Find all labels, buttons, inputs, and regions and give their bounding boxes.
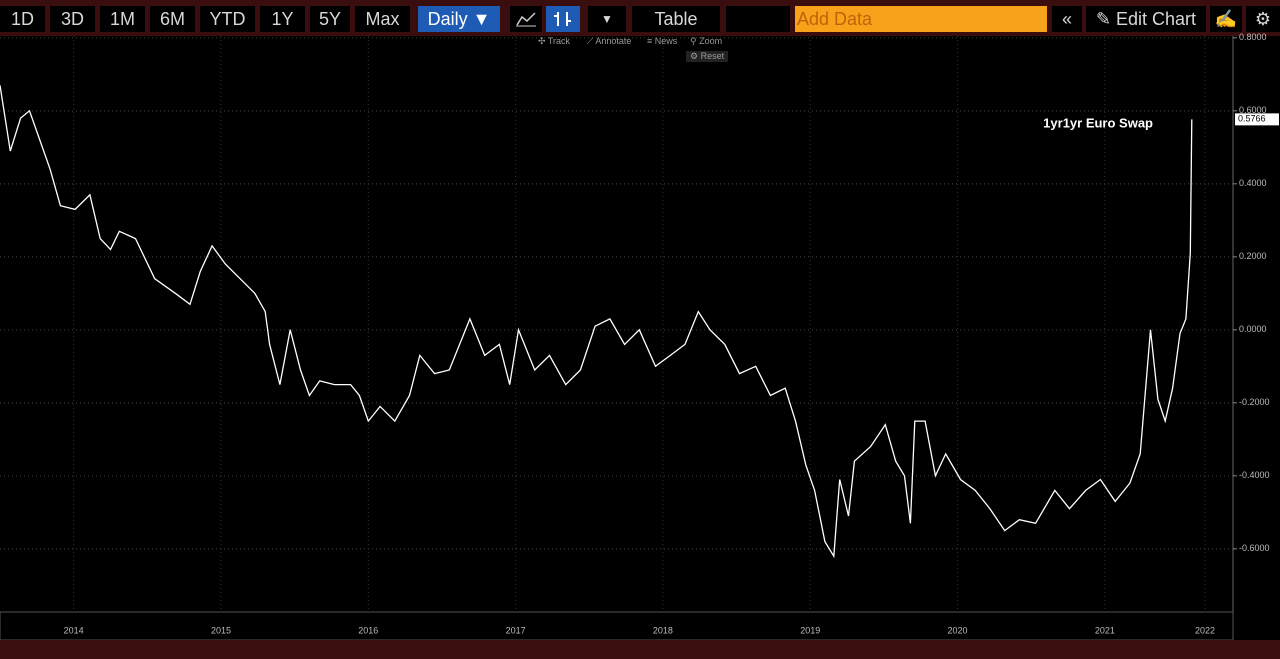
tool-label: Track: [547, 36, 571, 46]
range-button[interactable]: Max: [355, 6, 410, 32]
frequency-dropdown[interactable]: Daily ▼: [418, 6, 500, 32]
tool-label: Zoom: [699, 36, 723, 46]
x-tick-label: 2020: [948, 625, 968, 635]
y-tick-label: 0.6000: [1239, 105, 1267, 115]
toolbar: 1D 3D 1M 6M YTD 1Y 5Y Max Daily ▼ ▼ Tabl…: [0, 0, 1280, 36]
x-tick-label: 2017: [506, 625, 526, 635]
line-chart-icon[interactable]: [510, 6, 542, 32]
range-button[interactable]: 1D: [0, 6, 45, 32]
x-tick-label: 2014: [64, 625, 84, 635]
add-data-input[interactable]: Add Data: [795, 6, 1047, 32]
icon: [516, 12, 536, 27]
tool-label: Annotate: [595, 36, 632, 46]
settings-icon[interactable]: ⚙: [1246, 6, 1280, 32]
y-tick-label: 0.4000: [1239, 178, 1267, 188]
y-tick-label: 0.0000: [1239, 324, 1267, 334]
news-tool[interactable]: ≡ News: [647, 36, 678, 46]
annotate-icon[interactable]: ✍: [1210, 6, 1242, 32]
y-tick-label: -0.4000: [1239, 470, 1270, 480]
x-tick-label: 2018: [653, 625, 673, 635]
tool-label: News: [654, 36, 678, 46]
y-tick-label: 0.8000: [1239, 32, 1267, 42]
range-button[interactable]: 6M: [150, 6, 195, 32]
range-button[interactable]: 3D: [50, 6, 95, 32]
x-tick-label: 2015: [211, 625, 231, 635]
plot-area: [0, 36, 1233, 612]
zoom-tool[interactable]: ⚲ Zoom: [690, 36, 723, 46]
x-tick-label: 2021: [1095, 625, 1115, 635]
series-label: 1yr1yr Euro Swap: [1043, 115, 1153, 130]
collapse-button[interactable]: «: [1052, 6, 1082, 32]
track-tool[interactable]: ✣ Track: [538, 36, 571, 46]
edit-chart-label: Edit Chart: [1116, 9, 1197, 29]
x-axis-band: [0, 611, 1234, 641]
table-button[interactable]: Table: [632, 6, 720, 32]
annotate-tool[interactable]: ⟋ Annotate: [587, 36, 632, 46]
reset-button[interactable]: ⚙ Reset: [686, 51, 729, 62]
range-button[interactable]: YTD: [200, 6, 255, 32]
pencil-icon: ✎: [1095, 9, 1117, 29]
y-tick-label: 0.2000: [1239, 251, 1267, 261]
x-tick-label: 2022: [1195, 625, 1215, 635]
last-value-label: 0.5766: [1238, 114, 1266, 124]
reset-label: Reset: [700, 51, 725, 61]
x-tick-label: 2016: [358, 625, 378, 635]
chart-type-dropdown[interactable]: ▼: [588, 6, 626, 32]
range-button[interactable]: 1M: [100, 6, 145, 32]
edit-chart-button[interactable]: ✎ Edit Chart: [1086, 6, 1206, 32]
range-button[interactable]: 5Y: [310, 6, 350, 32]
y-tick-label: -0.6000: [1239, 543, 1270, 553]
spacer: [726, 6, 790, 32]
icon: [554, 12, 571, 26]
series-line: [0, 85, 1193, 559]
y-tick-label: -0.2000: [1239, 397, 1270, 407]
last-value-box: [1235, 113, 1279, 126]
bottom-frame: [0, 640, 1280, 659]
bar-chart-icon[interactable]: [546, 6, 580, 32]
x-tick-label: 2019: [800, 625, 820, 635]
range-button[interactable]: 1Y: [260, 6, 305, 32]
